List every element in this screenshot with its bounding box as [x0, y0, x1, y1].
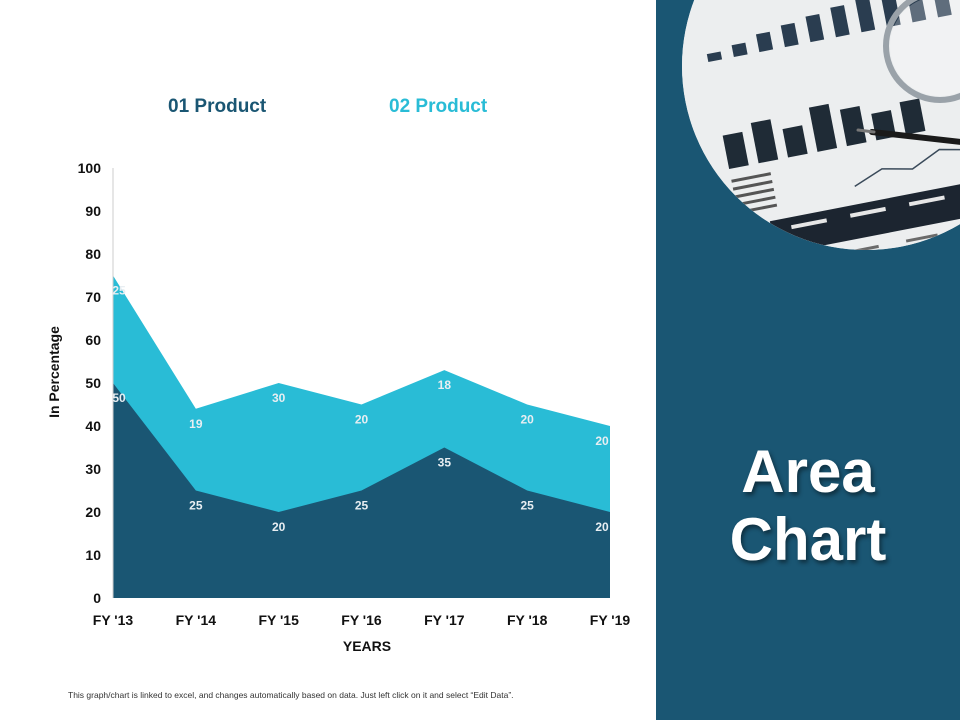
y-tick-label: 100: [78, 160, 102, 176]
right-panel: Area Chart: [656, 0, 960, 720]
x-tick-label: FY '18: [507, 612, 548, 628]
data-label-01-product: 20: [272, 520, 286, 534]
data-label-01-product: 25: [520, 499, 534, 513]
data-labels: 50 25 25 19 20 30 25 20 35 18 25 20 20 20: [112, 284, 609, 535]
y-tick-labels: 0 10 20 30 40 50 60 70 80 90 100: [78, 160, 102, 606]
data-label-01-product: 20: [595, 520, 609, 534]
panel-title: Area Chart: [656, 438, 960, 574]
x-tick-label: FY '14: [176, 612, 217, 628]
y-axis-label: In Percentage: [46, 326, 62, 418]
panel-title-line2: Chart: [729, 506, 887, 573]
data-label-01-product: 50: [112, 391, 126, 405]
y-tick-label: 70: [85, 289, 101, 305]
x-tick-label: FY '16: [341, 612, 382, 628]
area-series-01-product: [113, 383, 610, 598]
x-tick-label: FY '13: [93, 612, 134, 628]
x-tick-label: FY '15: [258, 612, 299, 628]
y-tick-label: 60: [85, 332, 101, 348]
y-tick-label: 30: [85, 461, 101, 477]
y-tick-label: 80: [85, 246, 101, 262]
data-label-01-product: 25: [189, 499, 203, 513]
data-label-02-product: 30: [272, 391, 286, 405]
y-tick-label: 90: [85, 203, 101, 219]
data-label-02-product: 18: [438, 378, 452, 392]
legend-item-02-product: 02 Product: [389, 96, 488, 117]
chart-areas: [113, 275, 610, 598]
x-tick-label: FY '19: [590, 612, 631, 628]
panel-title-line1: Area: [741, 438, 875, 505]
data-label-01-product: 25: [355, 499, 369, 513]
data-label-02-product: 25: [112, 284, 126, 298]
data-label-01-product: 35: [438, 456, 452, 470]
data-label-02-product: 19: [189, 417, 203, 431]
y-tick-label: 50: [85, 375, 101, 391]
y-tick-label: 20: [85, 504, 101, 520]
legend-item-01-product: 01 Product: [168, 96, 267, 117]
y-tick-label: 0: [93, 590, 101, 606]
data-label-02-product: 20: [355, 413, 369, 427]
x-tick-labels: FY '13 FY '14 FY '15 FY '16 FY '17 FY '18 FY '…: [93, 612, 631, 628]
data-label-02-product: 20: [595, 434, 609, 448]
data-label-02-product: 20: [520, 413, 534, 427]
x-axis-label: YEARS: [342, 638, 392, 654]
footnote: This graph/chart is linked to excel, and…: [68, 690, 514, 700]
y-tick-label: 40: [85, 418, 101, 434]
report-photo: [682, 0, 960, 250]
y-tick-label: 10: [85, 547, 101, 563]
x-tick-label: FY '17: [424, 612, 465, 628]
